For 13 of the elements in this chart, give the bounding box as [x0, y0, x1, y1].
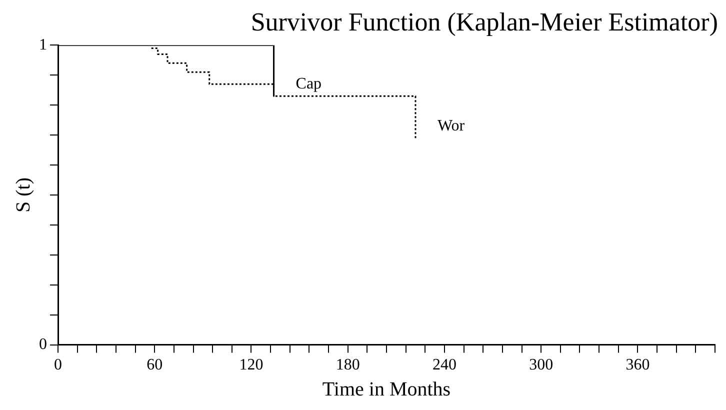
y-tick-label: 1	[39, 36, 47, 54]
x-tick-label: 60	[146, 356, 163, 374]
y-axis-title: S (t)	[12, 178, 34, 212]
series-label: Cap	[296, 75, 322, 92]
x-tick-label: 180	[336, 356, 360, 374]
x-axis-title: Time in Months	[322, 378, 451, 400]
series-label: Wor	[437, 117, 466, 134]
x-tick-label: 0	[54, 356, 62, 374]
x-tick-label: 300	[529, 356, 554, 374]
x-tick-label: 120	[239, 356, 264, 374]
chart-title: Survivor Function (Kaplan-Meier Estimator)	[250, 7, 718, 36]
x-tick-label: 360	[626, 356, 650, 374]
x-tick-label: 240	[432, 356, 456, 374]
